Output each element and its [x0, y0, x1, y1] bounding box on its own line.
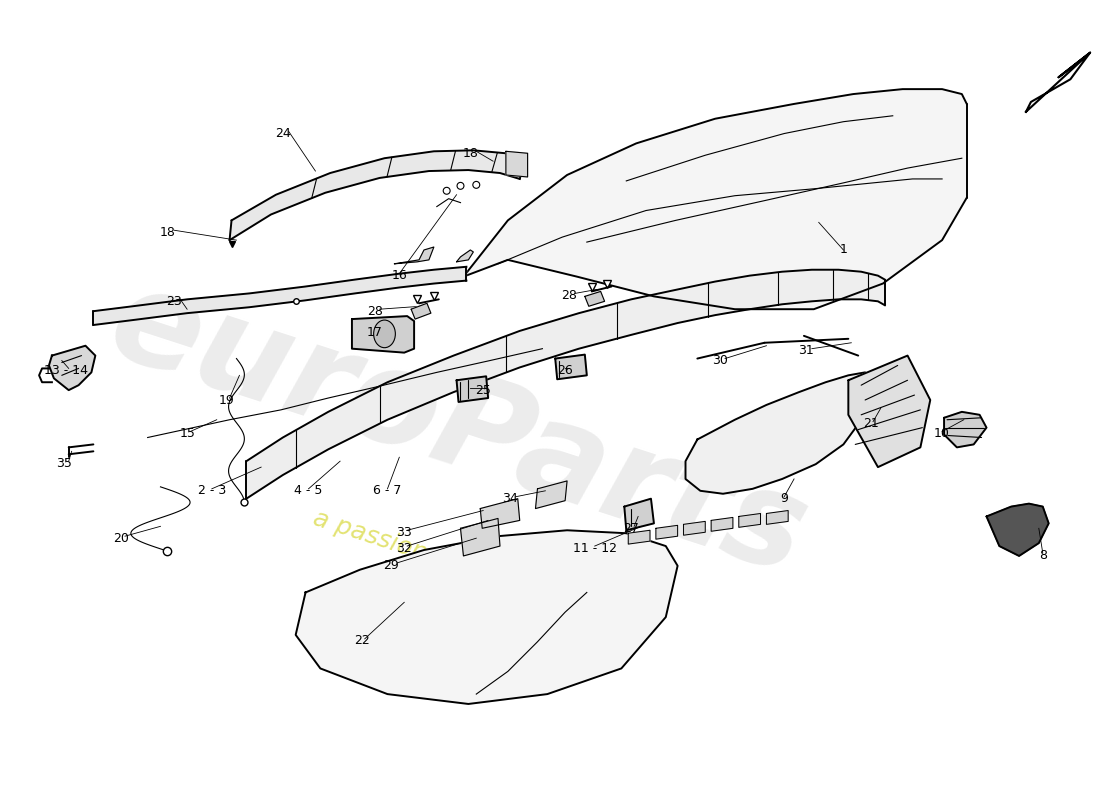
Polygon shape [461, 518, 500, 556]
Text: 31: 31 [798, 344, 814, 357]
Polygon shape [625, 498, 653, 530]
Polygon shape [395, 247, 433, 264]
Text: 9: 9 [780, 492, 788, 505]
Polygon shape [456, 376, 488, 402]
Text: 22: 22 [354, 634, 370, 647]
Polygon shape [556, 354, 586, 379]
Text: 18: 18 [160, 226, 175, 238]
Polygon shape [656, 526, 678, 539]
Polygon shape [628, 530, 650, 544]
Text: 24: 24 [275, 127, 290, 140]
Polygon shape [683, 522, 705, 535]
Text: 1: 1 [839, 243, 847, 257]
Text: 2 - 3: 2 - 3 [198, 484, 226, 498]
Polygon shape [848, 355, 931, 467]
Polygon shape [246, 270, 884, 498]
Circle shape [443, 187, 450, 194]
Polygon shape [352, 316, 414, 353]
Polygon shape [987, 504, 1048, 556]
Polygon shape [296, 530, 678, 704]
Text: 10: 10 [934, 427, 950, 440]
Polygon shape [456, 250, 473, 262]
Polygon shape [1026, 53, 1090, 112]
Text: 17: 17 [366, 326, 383, 339]
Text: 28: 28 [561, 289, 578, 302]
Text: 13 - 14: 13 - 14 [44, 364, 88, 377]
Text: 20: 20 [113, 532, 129, 545]
Text: 25: 25 [475, 384, 491, 397]
Polygon shape [463, 89, 967, 310]
Text: 18: 18 [462, 146, 478, 160]
Polygon shape [944, 412, 987, 447]
Text: 35: 35 [56, 457, 72, 470]
Text: 21: 21 [864, 417, 879, 430]
Text: euroParts: euroParts [95, 258, 822, 602]
Polygon shape [481, 498, 519, 528]
Polygon shape [94, 266, 466, 325]
Polygon shape [685, 372, 873, 494]
Polygon shape [585, 291, 605, 306]
Polygon shape [536, 481, 568, 509]
Text: 8: 8 [1038, 550, 1047, 562]
Text: 28: 28 [366, 305, 383, 318]
Text: 19: 19 [219, 394, 234, 406]
Polygon shape [411, 303, 431, 319]
Text: 16: 16 [392, 269, 407, 282]
Text: 34: 34 [502, 492, 518, 505]
Polygon shape [739, 514, 760, 527]
Circle shape [456, 182, 464, 190]
Text: 6 - 7: 6 - 7 [373, 484, 402, 498]
Polygon shape [767, 510, 788, 524]
Text: 26: 26 [558, 364, 573, 377]
Polygon shape [50, 346, 96, 390]
Text: 30: 30 [712, 354, 728, 367]
Text: 23: 23 [166, 295, 183, 308]
Text: 15: 15 [179, 427, 195, 440]
Text: a passion since 1985: a passion since 1985 [310, 506, 568, 610]
Text: 32: 32 [396, 542, 412, 554]
Ellipse shape [374, 320, 395, 348]
Text: 11 - 12: 11 - 12 [573, 542, 617, 554]
Text: 27: 27 [624, 522, 639, 534]
Text: 33: 33 [396, 526, 412, 538]
Polygon shape [230, 150, 526, 240]
Text: 29: 29 [384, 559, 399, 572]
Text: 4 - 5: 4 - 5 [295, 484, 322, 498]
Circle shape [473, 182, 480, 188]
Polygon shape [712, 518, 733, 531]
Polygon shape [506, 151, 528, 177]
